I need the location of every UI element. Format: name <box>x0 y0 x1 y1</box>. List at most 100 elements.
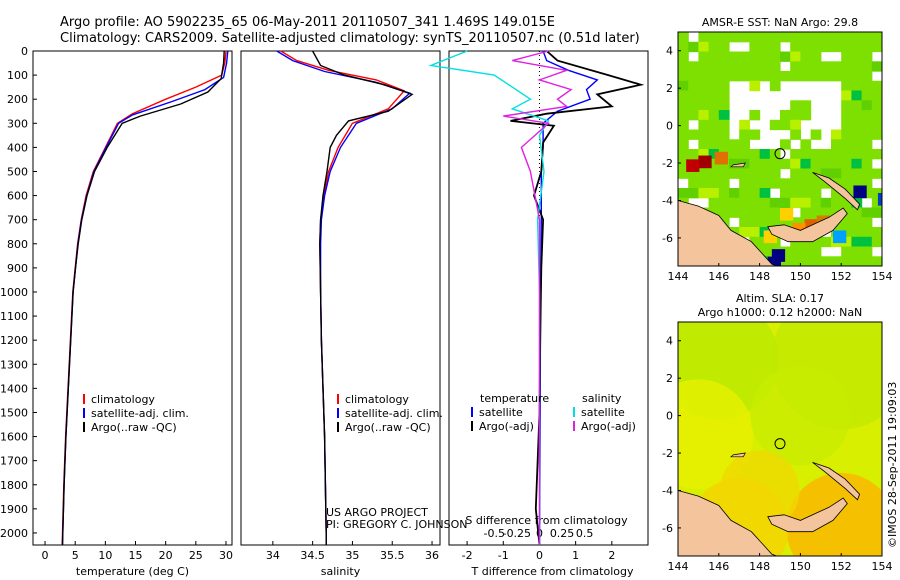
sst-cell <box>749 41 761 53</box>
sst-cell <box>810 188 822 199</box>
sst-cell <box>810 256 822 266</box>
sst-cell <box>739 217 750 228</box>
sst-cell <box>688 168 699 179</box>
series-line-salinity-argo <box>311 50 414 545</box>
land-manus <box>730 452 746 458</box>
sst-cell <box>749 80 761 92</box>
map-xtick-label: 150 <box>790 270 811 283</box>
sst-cell <box>800 197 812 209</box>
sst-cell <box>831 61 842 72</box>
sst-cell <box>698 51 710 62</box>
sst-cell <box>851 100 863 111</box>
xtick-label: 30 <box>219 549 233 562</box>
map-ytick-label: 0 <box>666 120 673 133</box>
sst-cell <box>729 168 740 179</box>
sst-cell <box>810 178 822 189</box>
sst-cell <box>688 61 699 72</box>
sst-cell <box>841 217 852 228</box>
sst-cell <box>851 110 863 121</box>
x-axis-label-temperature-diff: T difference from climatology <box>471 565 634 578</box>
sst-cell <box>790 178 801 189</box>
sst-cell <box>841 227 852 238</box>
sst-cell <box>749 32 761 43</box>
ytick-label: 1300 <box>0 358 28 371</box>
pi-credit: PI: GREGORY C. JOHNSON <box>326 518 467 531</box>
sst-cell <box>831 149 842 160</box>
sst-cell <box>739 197 750 209</box>
sst-cell <box>841 129 852 140</box>
xtick-label-salinity: -0.25 <box>503 527 531 540</box>
sst-cell <box>871 188 882 199</box>
sst-cell <box>749 227 761 238</box>
sst-cell <box>790 158 801 170</box>
sst-cell <box>718 188 730 199</box>
legend-label: Argo(-adj) <box>581 420 636 433</box>
sst-cell <box>718 207 730 218</box>
sst-cell <box>861 51 873 62</box>
sst-cell <box>871 119 882 131</box>
sst-cell <box>841 197 852 209</box>
sst-cell <box>718 197 730 209</box>
xtick-label: 1 <box>572 549 579 562</box>
sst-cell <box>678 61 689 72</box>
sst-cell <box>769 61 781 72</box>
sst-cell <box>739 32 750 43</box>
sst-cell <box>688 178 699 189</box>
sst-cell <box>678 110 689 121</box>
map-ytick-label: -6 <box>662 522 673 535</box>
sst-cell <box>831 158 842 170</box>
sst-cell <box>861 207 873 218</box>
sst-cell <box>780 256 791 266</box>
x-axis-label: salinity <box>321 565 361 578</box>
sst-cell <box>708 41 720 53</box>
sst-cell <box>851 119 863 131</box>
panel-frame-salinity <box>240 50 441 546</box>
sst-cell <box>841 168 852 179</box>
sst-cell <box>749 197 761 209</box>
map-ytick-label: 4 <box>666 45 673 58</box>
sst-cell <box>708 207 720 218</box>
sst-cell <box>841 90 852 101</box>
sla-blob <box>750 365 851 466</box>
sst-cell <box>749 217 761 228</box>
map-xtick-label: 148 <box>749 560 770 573</box>
sst-cell <box>810 207 822 218</box>
sst-anomaly-cell <box>780 207 794 221</box>
sst-cell <box>780 110 791 121</box>
legend-title-salinity: salinity <box>582 392 622 405</box>
sst-cell <box>871 227 882 238</box>
sst-cell <box>688 90 699 101</box>
sst-cell <box>769 41 781 53</box>
sst-cell <box>780 139 791 150</box>
series-line-temperature-argo <box>61 50 225 546</box>
map-content <box>678 32 882 266</box>
sla-blob <box>719 450 800 531</box>
sst-cell <box>871 168 882 179</box>
sst-cell <box>861 119 873 131</box>
sst-cell <box>841 71 852 82</box>
legend-label: satellite-adj. clim. <box>345 407 443 420</box>
sst-cell <box>810 236 822 248</box>
sst-cell <box>708 178 720 189</box>
sst-cell <box>861 158 873 170</box>
sst-cell <box>831 41 842 53</box>
sst-cell <box>749 207 761 218</box>
sst-cell <box>749 188 761 199</box>
sst-cell <box>790 256 801 266</box>
xtick-label: 35 <box>345 549 359 562</box>
map-ytick-label: 4 <box>666 335 673 348</box>
land-manus <box>730 162 746 168</box>
sst-cell <box>698 41 710 53</box>
land-new-britain <box>767 207 848 243</box>
sst-map-title: AMSR-E SST: NaN Argo: 29.8 <box>702 16 858 29</box>
sst-cell <box>831 139 842 150</box>
sst-cell <box>749 129 761 140</box>
xtick-label-salinity: 0.5 <box>576 527 594 540</box>
sst-cell <box>708 71 720 82</box>
sst-cell <box>800 178 812 189</box>
sst-cell <box>861 139 873 150</box>
map-ytick-label: 0 <box>666 410 673 423</box>
sst-cell <box>698 168 710 179</box>
sst-cell <box>688 188 699 199</box>
